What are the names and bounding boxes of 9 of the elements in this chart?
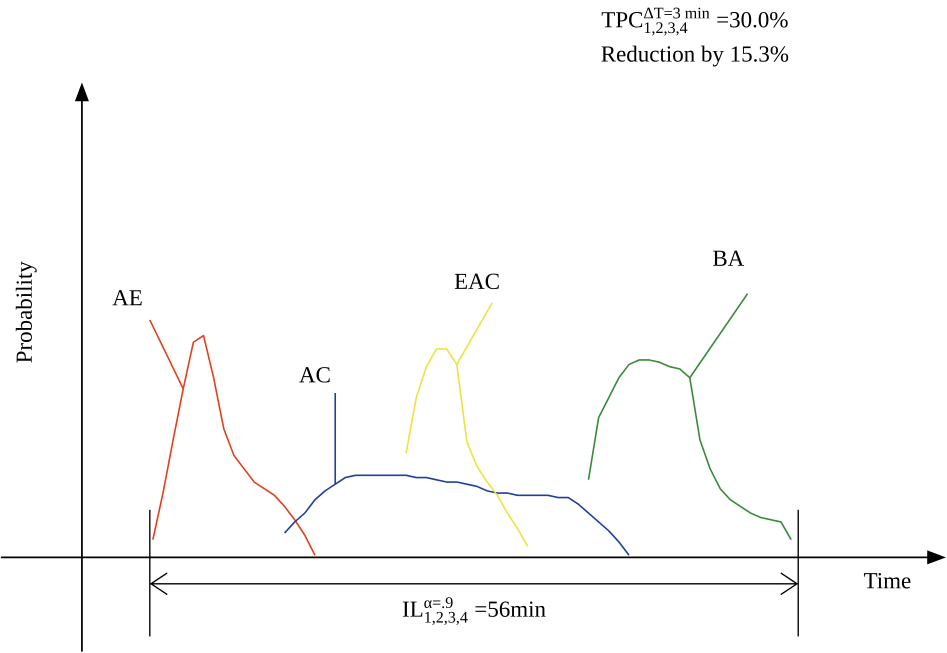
text: AE xyxy=(112,290,142,306)
text: EAC xyxy=(454,274,499,290)
y-axis-title: Probability xyxy=(16,262,37,363)
text: AC xyxy=(299,367,330,383)
x-axis-title: Time xyxy=(864,573,910,589)
text: $\text{IL}^{\text{α=.9}}_{\text{1,2,3,4}}\text{ =56min}$ xyxy=(402,597,546,626)
text: BA xyxy=(713,250,744,266)
chart-subtitle: Reduction by 15.3% xyxy=(601,46,788,67)
chart-title: $\text{TPC}^{\text{ΔT=3 min}}_{\text{1,2,3,4}}\text{ =30.0\%}$ xyxy=(602,8,788,36)
